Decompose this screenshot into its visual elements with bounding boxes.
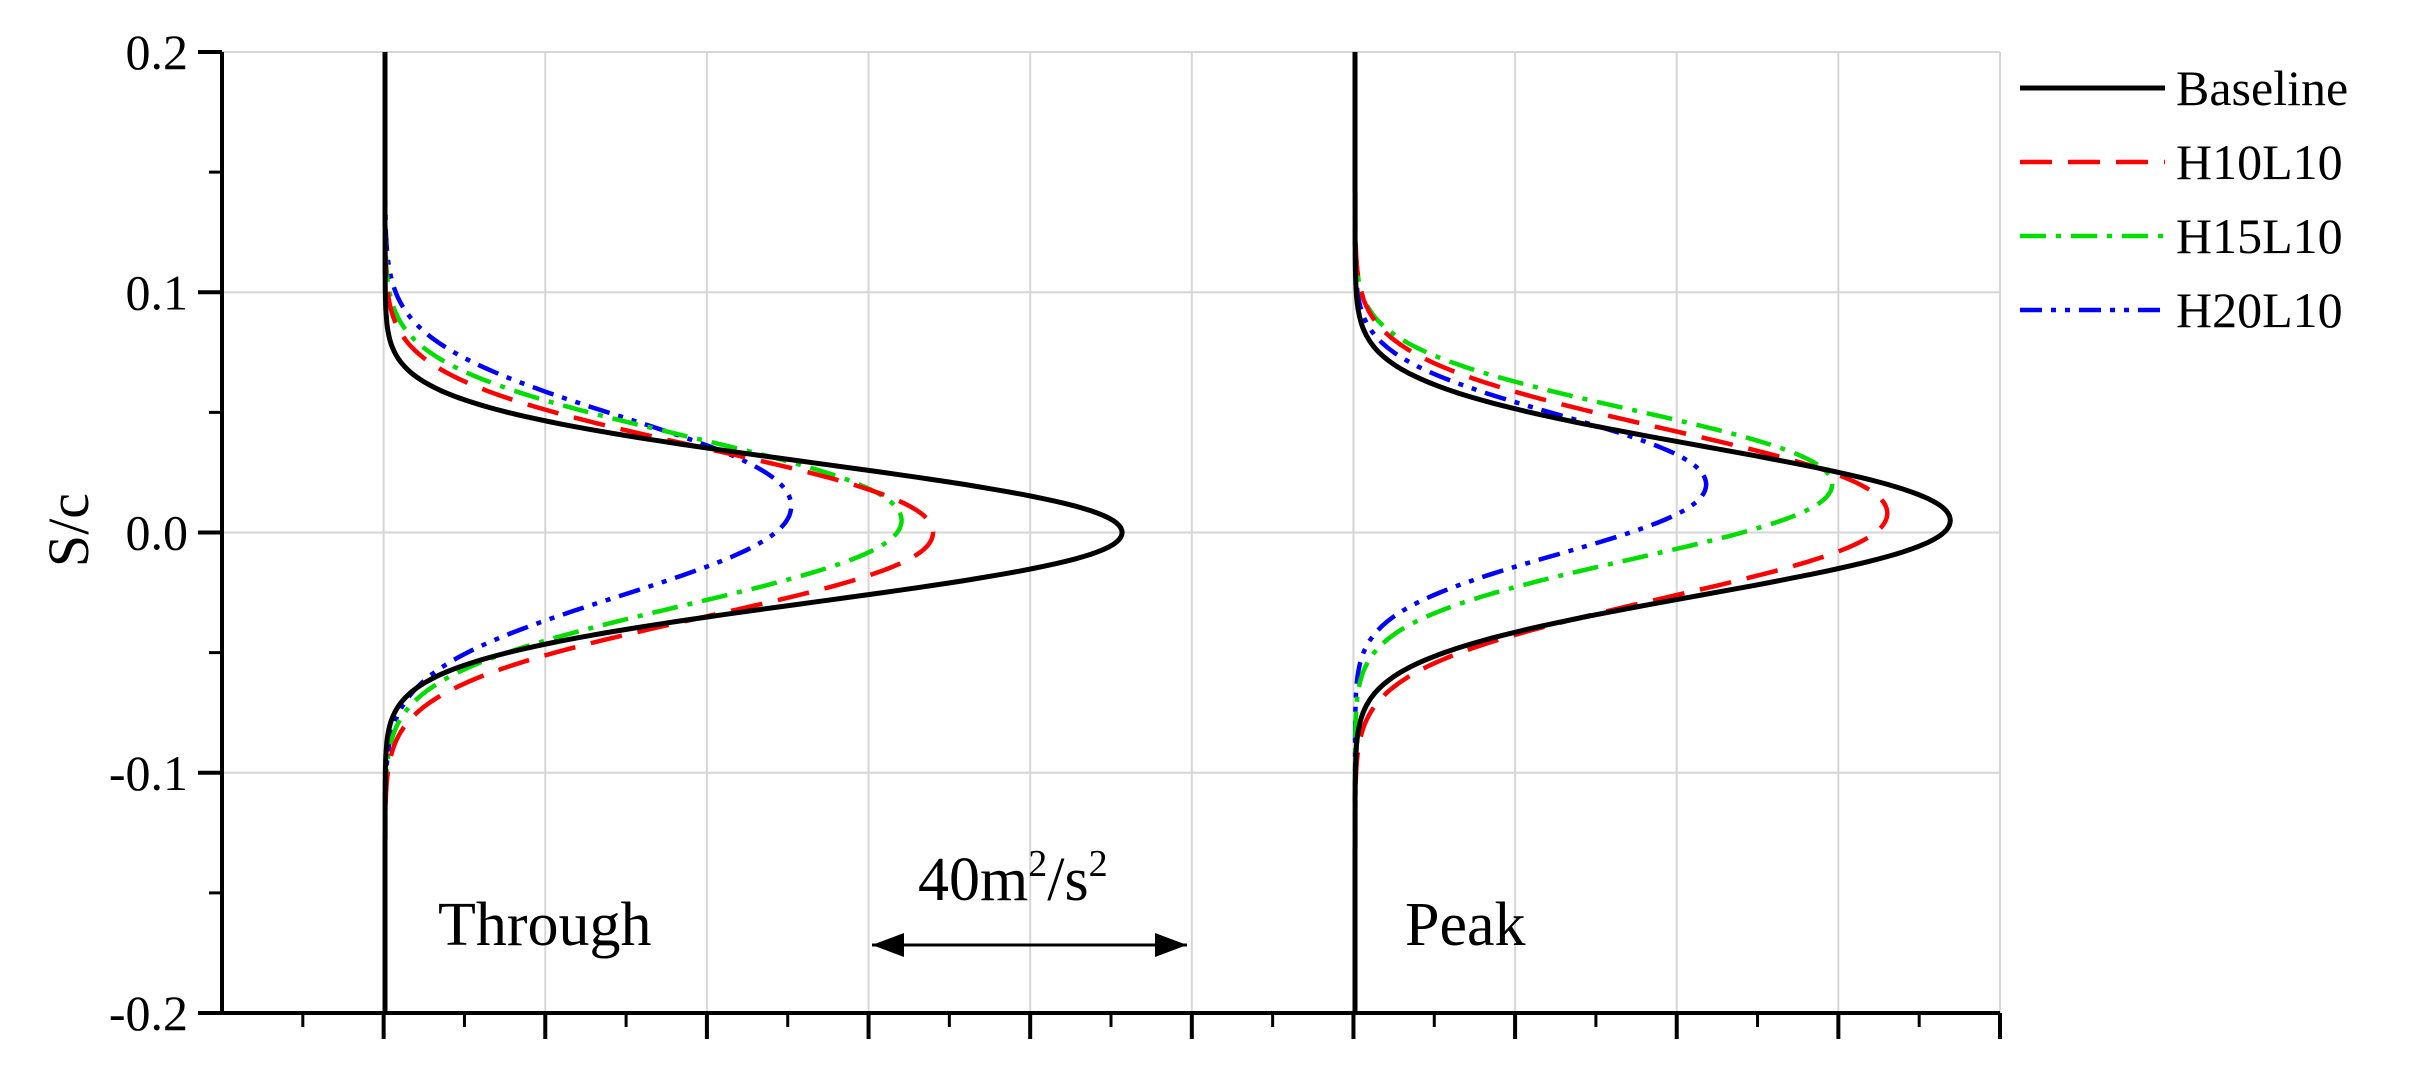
- curve-through-baseline: [382, 52, 1125, 1013]
- legend-label-h10l10: H10L10: [2176, 134, 2343, 190]
- y-tick-label: 0.2: [126, 24, 189, 80]
- y-tick-label: 0.0: [126, 505, 189, 561]
- curve-peak-baseline: [1352, 52, 1953, 1013]
- scale-bar-mid: /s: [1047, 846, 1088, 914]
- axes: [198, 50, 2002, 1039]
- peak-label: Peak: [1405, 891, 1526, 959]
- legend-label-h15l10: H15L10: [2176, 208, 2343, 264]
- scale-bar-sup2: 2: [1089, 843, 1108, 885]
- y-axis-title: S/c: [36, 493, 101, 567]
- scale-bar-value: 40m: [918, 846, 1028, 914]
- scale-bar: 40m2/s2: [872, 843, 1187, 957]
- y-tick-label: 0.1: [126, 264, 189, 320]
- scale-bar-label: 40m2/s2: [918, 843, 1108, 914]
- legend: Baseline H10L10 H15L10 H20L10: [2020, 60, 2348, 338]
- scale-bar-arrow-left: [872, 933, 904, 957]
- y-tick-labels: 0.2 0.1 0.0 -0.1 -0.2: [109, 24, 188, 1041]
- through-label: Through: [438, 891, 652, 959]
- legend-label-baseline: Baseline: [2176, 60, 2348, 116]
- scale-bar-sup1: 2: [1028, 843, 1047, 885]
- scale-bar-arrow-right: [1155, 933, 1187, 957]
- plot-curves: [382, 52, 1953, 1013]
- grid-lines: [222, 51, 2001, 1013]
- y-tick-label: -0.2: [109, 985, 188, 1041]
- y-tick-label: -0.1: [109, 745, 188, 801]
- legend-label-h20l10: H20L10: [2176, 282, 2343, 338]
